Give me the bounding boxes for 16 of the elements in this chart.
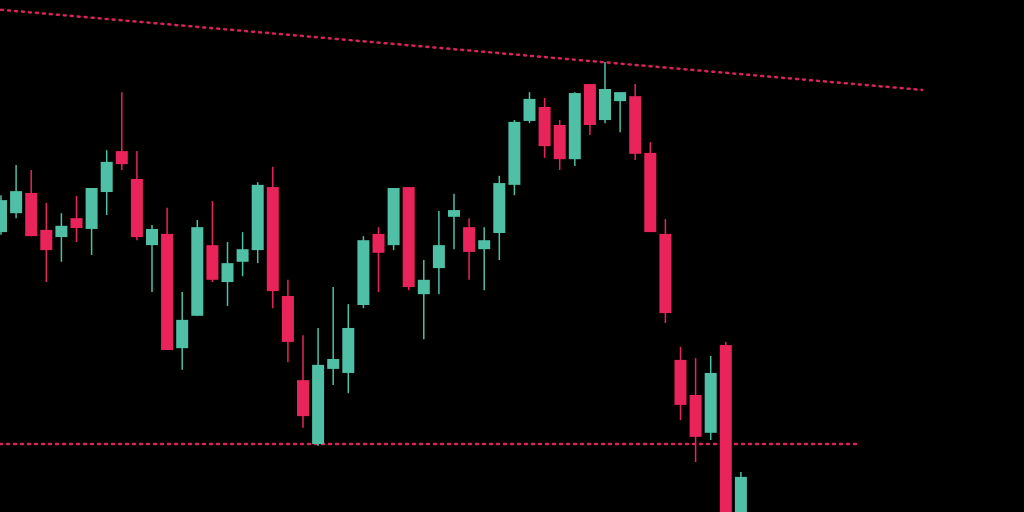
- candlestick: [10, 164, 23, 219]
- candlestick: [146, 224, 158, 293]
- candlestick: [40, 202, 53, 283]
- candlestick: [55, 212, 68, 263]
- candlestick: [372, 226, 385, 293]
- candlestick: [614, 91, 627, 133]
- candlestick: [115, 91, 128, 171]
- candlestick: [523, 91, 536, 124]
- candlestick: [236, 231, 249, 277]
- candlestick: [448, 193, 460, 250]
- candlestick: [327, 286, 340, 386]
- candlestick: [432, 210, 445, 295]
- candlestick: [70, 195, 83, 243]
- candlestick: [417, 259, 430, 340]
- candlestick: [221, 241, 234, 307]
- candlestick: [478, 226, 491, 291]
